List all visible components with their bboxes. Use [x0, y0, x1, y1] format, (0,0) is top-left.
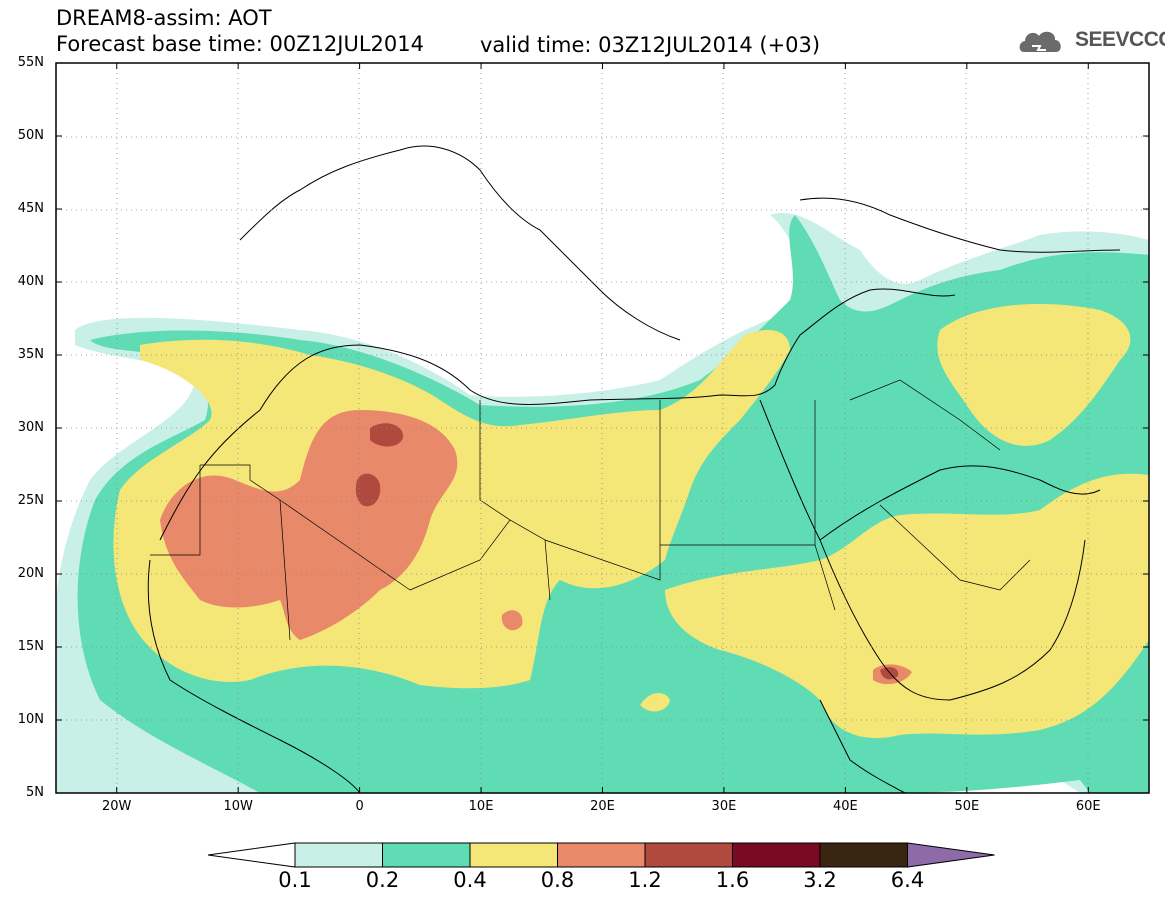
country-borders: [150, 379, 1031, 641]
colorbar-box: [469, 842, 558, 868]
lat-label: 25N: [17, 493, 44, 508]
lat-label: 45N: [17, 201, 44, 216]
colorbar-box: [294, 842, 383, 868]
colorbar-box: [732, 842, 821, 868]
colorbar-level-label: 1.6: [715, 868, 750, 892]
colorbar-low-triangle: [207, 842, 296, 868]
colorbar-box: [557, 842, 646, 868]
graticule: [56, 63, 1149, 793]
colorbar-level-label: 3.2: [803, 868, 837, 892]
lat-label: 40N: [17, 274, 44, 289]
colorbar-level-label: 0.2: [365, 868, 400, 892]
lat-label: 35N: [17, 347, 44, 362]
colorbar-high-triangle: [907, 842, 995, 868]
lon-label: 20W: [102, 799, 132, 814]
colorbar-box: [644, 842, 733, 868]
lon-label: 10E: [468, 799, 494, 814]
coastlines: [147, 145, 1121, 793]
colorbar-level-label: 0.1: [278, 868, 312, 892]
forecast-base-time: Forecast base time: 00Z12JUL2014: [56, 32, 425, 56]
lon-label: 30E: [711, 799, 737, 814]
colorbar-level-label: 0.4: [453, 868, 487, 892]
lat-label: 5N: [26, 785, 44, 800]
lat-label: 10N: [17, 712, 44, 727]
lat-label: 50N: [17, 128, 44, 143]
seevccc-logo-text: SEEVCCC: [1075, 28, 1165, 51]
lat-label: 15N: [17, 639, 44, 654]
lat-label: 30N: [17, 420, 44, 435]
lon-label: 60E: [1075, 799, 1101, 814]
colorbar-box: [819, 842, 908, 868]
lon-label: 10W: [223, 799, 253, 814]
lon-label: 40E: [832, 799, 858, 814]
lon-label: 20E: [590, 799, 615, 814]
lon-label: 0: [355, 799, 364, 814]
colorbar-level-label: 0.8: [540, 868, 575, 892]
map-title: DREAM8-assim: AOT: [56, 6, 272, 30]
cloud-logo-icon: [1019, 31, 1061, 52]
colorbar-level-label: 1.2: [628, 868, 662, 892]
aot-band-1.2: [355, 423, 899, 680]
lat-label: 55N: [17, 55, 44, 70]
valid-time: valid time: 03Z12JUL2014 (+03): [480, 33, 821, 57]
axis-ticks: [56, 62, 1149, 794]
colorbar-level-label: 6.4: [890, 868, 925, 892]
lat-label: 20N: [17, 566, 44, 581]
colorbar-box: [382, 842, 471, 868]
lon-label: 50E: [954, 799, 980, 814]
